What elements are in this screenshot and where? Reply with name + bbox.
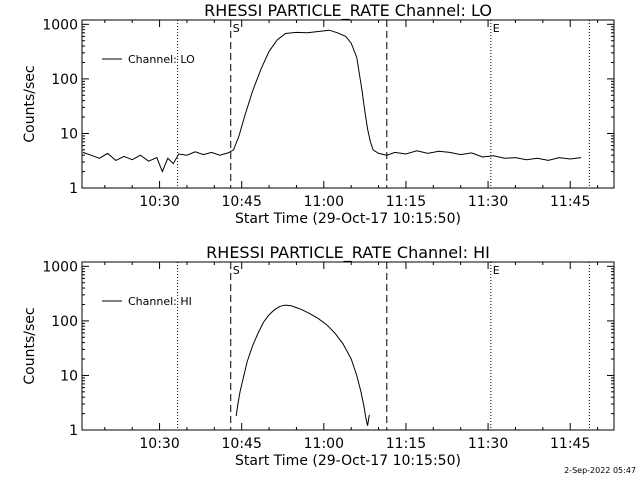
panel-lo-xtick-label: 10:30: [139, 194, 179, 210]
panel-hi-xtick-label: 10:45: [222, 436, 262, 452]
panel-lo-series-line: [82, 29, 582, 173]
panel-hi-xtick-label: 11:00: [304, 436, 344, 452]
panel-hi-xlabel: Start Time (29-Oct-17 10:15:50): [235, 453, 461, 469]
panel-lo-marker-e: E: [493, 22, 500, 35]
panel-lo-ytick-label: 10: [60, 126, 78, 142]
panel-hi-series-line: [235, 304, 370, 426]
panel-hi-title: RHESSI PARTICLE_RATE Channel: HI: [206, 243, 490, 263]
panel-lo-xtick-label: 10:45: [222, 194, 262, 210]
panel-lo-marker-s: S: [233, 22, 240, 35]
panel-hi-xtick-label: 11:30: [468, 436, 508, 452]
panel-hi-marker-e: E: [493, 264, 500, 277]
panel-hi-marker-s: S: [233, 264, 240, 277]
panel-lo-xtick-label: 11:00: [304, 194, 344, 210]
panel-lo-xtick-label: 11:15: [386, 194, 426, 210]
panel-lo-xlabel: Start Time (29-Oct-17 10:15:50): [235, 211, 461, 227]
panel-hi-ytick-label: 100: [51, 314, 78, 330]
panel-lo-ytick-label: 100: [51, 72, 78, 88]
panel-hi-ytick-label: 1: [69, 423, 78, 439]
panel-lo-ytick-label: 1000: [42, 17, 78, 33]
panel-lo-legend-label: Channel: LO: [128, 53, 195, 66]
panel-hi-ytick-label: 10: [60, 368, 78, 384]
panel-hi-legend-label: Channel: HI: [128, 295, 192, 308]
footer-timestamp: 2-Sep-2022 05:47: [564, 466, 636, 475]
panel-lo-ylabel: Counts/sec: [22, 65, 38, 142]
panel-hi-xtick-label: 11:15: [386, 436, 426, 452]
panel-lo-xtick-label: 11:45: [550, 194, 590, 210]
panel-lo-ytick-label: 1: [69, 181, 78, 197]
panel-hi-ylabel: Counts/sec: [22, 307, 38, 384]
panel-hi-xtick-label: 10:30: [139, 436, 179, 452]
panel-hi-xtick-label: 11:45: [550, 436, 590, 452]
panel-lo-title: RHESSI PARTICLE_RATE Channel: LO: [204, 1, 492, 21]
panel-lo-frame: [81, 19, 615, 189]
panel-hi-ytick-label: 1000: [42, 259, 78, 275]
panel-lo-xtick-label: 11:30: [468, 194, 508, 210]
panel-hi-frame: [81, 261, 615, 431]
